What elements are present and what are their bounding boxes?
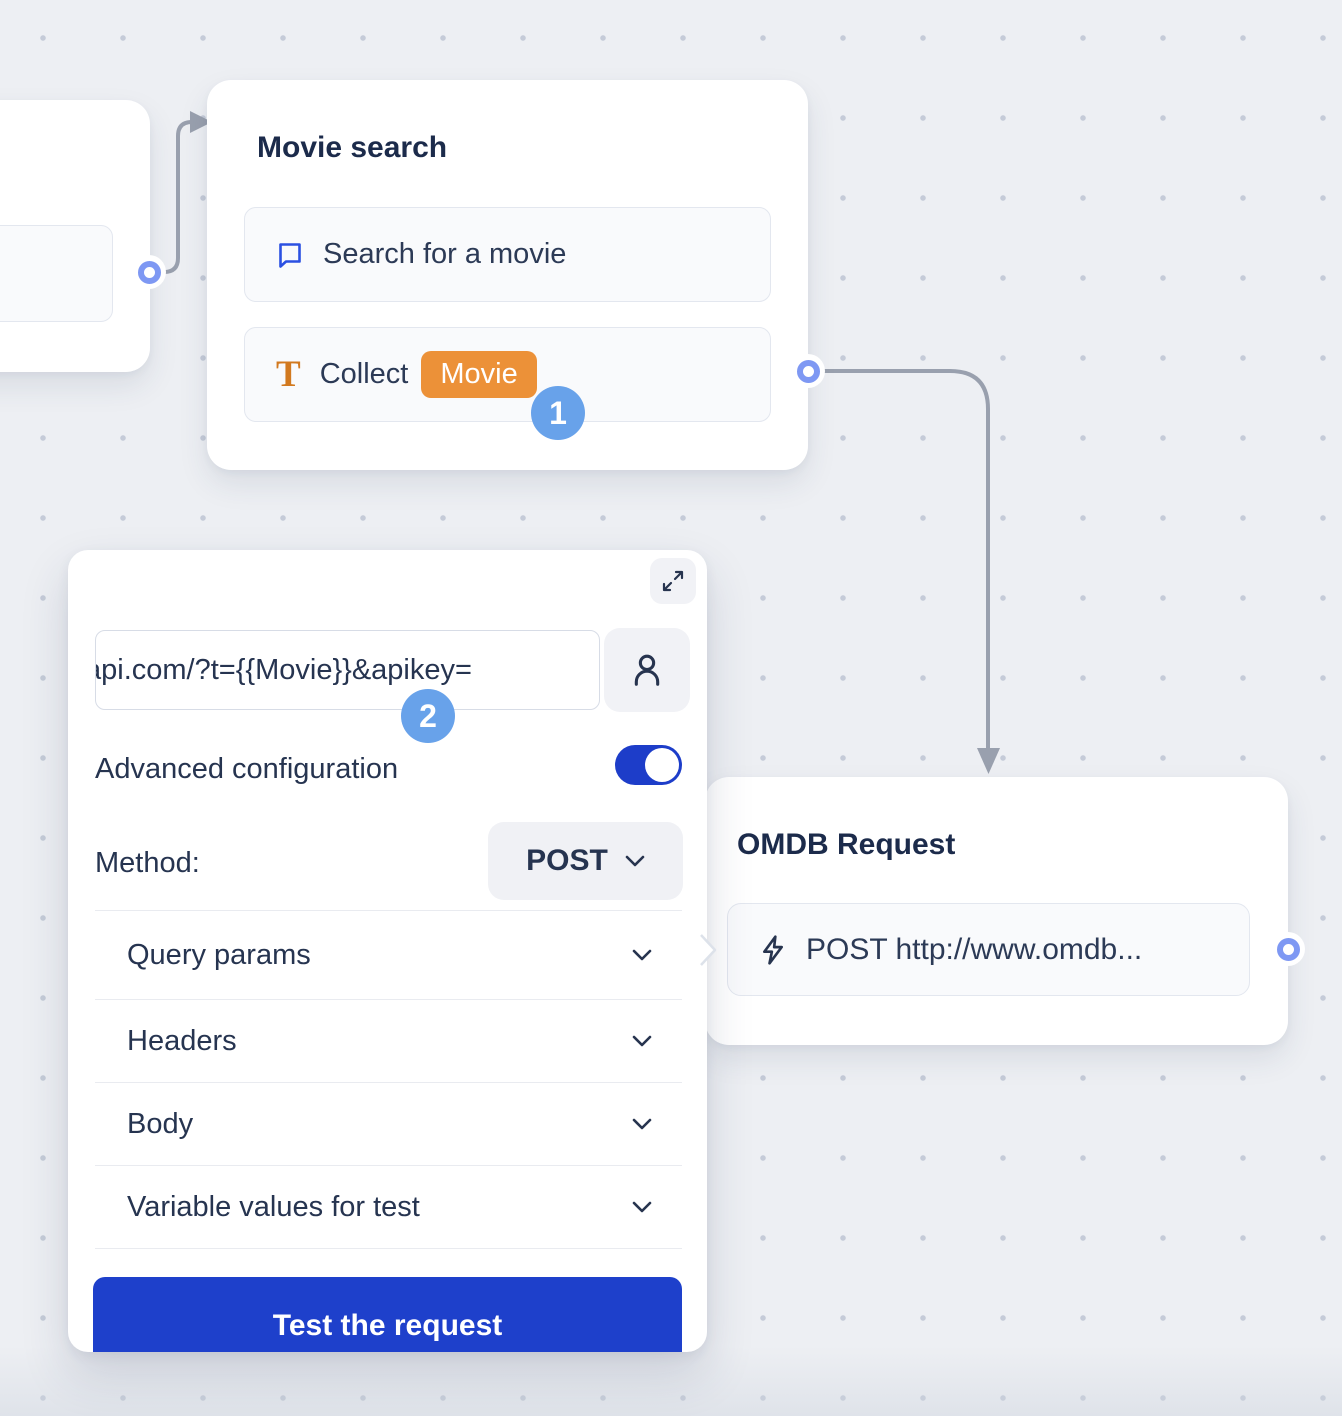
divider bbox=[95, 999, 682, 1000]
step-badge-2: 2 bbox=[401, 689, 455, 743]
section-variable-values[interactable]: Variable values for test bbox=[95, 1166, 682, 1248]
divider bbox=[95, 1248, 682, 1249]
divider bbox=[95, 910, 682, 911]
lightning-icon bbox=[763, 934, 783, 965]
block-label: POST http://www.omdb... bbox=[806, 932, 1143, 966]
port-icon bbox=[137, 260, 161, 284]
section-label: Query params bbox=[127, 938, 311, 971]
step-badge-1: 1 bbox=[531, 386, 585, 440]
chevron-down-icon bbox=[632, 1201, 652, 1213]
port-icon bbox=[1276, 937, 1300, 961]
partial-node-item[interactable] bbox=[0, 225, 113, 322]
question-block[interactable]: Search for a movie bbox=[244, 207, 771, 302]
movie-search-node[interactable]: Movie search Search for a movie T Collec… bbox=[207, 80, 808, 470]
block-label: Search for a movie bbox=[323, 238, 567, 270]
section-label: Body bbox=[127, 1107, 194, 1140]
chevron-down-icon bbox=[632, 1118, 652, 1130]
method-label: Method: bbox=[95, 847, 200, 879]
chevron-down-icon bbox=[625, 855, 645, 867]
divider bbox=[95, 1082, 682, 1083]
section-query-params[interactable]: Query params bbox=[95, 914, 682, 996]
chat-bubble-icon bbox=[279, 242, 301, 268]
webhook-config-panel: api.com/?t={{Movie}}&apikey= Advanced co… bbox=[68, 550, 707, 1352]
node-title: OMDB Request bbox=[737, 828, 956, 861]
partial-node-card[interactable] bbox=[0, 100, 150, 372]
chevron-down-icon bbox=[632, 949, 652, 961]
node-input-caret bbox=[700, 934, 717, 966]
output-port[interactable] bbox=[132, 255, 166, 289]
section-headers[interactable]: Headers bbox=[95, 1000, 682, 1082]
advanced-configuration-toggle[interactable] bbox=[615, 745, 682, 785]
expand-icon bbox=[662, 570, 684, 592]
method-value: POST bbox=[526, 844, 608, 877]
variable-chip: Movie bbox=[421, 351, 537, 398]
collect-block[interactable]: T Collect Movie bbox=[244, 327, 771, 422]
variables-button[interactable] bbox=[604, 628, 690, 712]
person-icon bbox=[634, 654, 660, 686]
chevron-down-icon bbox=[632, 1035, 652, 1047]
output-port[interactable] bbox=[791, 354, 825, 388]
toggle-knob bbox=[645, 748, 679, 782]
section-label: Variable values for test bbox=[127, 1190, 420, 1223]
text-input-icon: T bbox=[276, 353, 301, 395]
test-request-button[interactable]: Test the request bbox=[93, 1277, 682, 1352]
expand-button[interactable] bbox=[650, 558, 696, 604]
omdb-request-node[interactable]: OMDB Request POST http://www.omdb... bbox=[705, 777, 1288, 1045]
section-label: Headers bbox=[127, 1024, 237, 1057]
output-port[interactable] bbox=[1271, 932, 1305, 966]
method-dropdown[interactable]: POST bbox=[488, 822, 683, 900]
url-input-value: api.com/?t={{Movie}}&apikey= bbox=[95, 653, 472, 686]
url-input[interactable]: api.com/?t={{Movie}}&apikey= bbox=[95, 630, 600, 710]
section-body[interactable]: Body bbox=[95, 1083, 682, 1165]
divider bbox=[95, 1165, 682, 1166]
webhook-block[interactable]: POST http://www.omdb... bbox=[727, 903, 1250, 996]
port-icon bbox=[796, 359, 820, 383]
node-title: Movie search bbox=[257, 131, 448, 164]
advanced-configuration-label: Advanced configuration bbox=[95, 753, 399, 785]
block-label: Collect bbox=[319, 358, 409, 390]
